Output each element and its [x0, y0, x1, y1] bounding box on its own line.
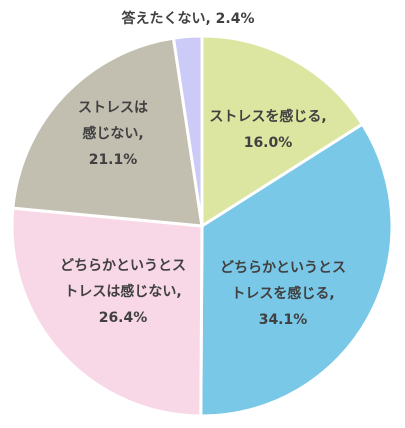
pie-slices — [10, 34, 394, 418]
slice-label-line: ストレスは — [78, 100, 148, 116]
slice-label-line: 26.4% — [99, 310, 148, 326]
slice-label: ストレスは感じない, 21.1% — [78, 100, 148, 168]
pie-slice — [199, 122, 394, 418]
slice-label-line: ストレスを感じる, — [209, 108, 326, 125]
slice-label: ストレスを感じる, 16.0% — [209, 108, 326, 151]
slice-label-line: 16.0% — [244, 135, 293, 151]
pie-slice — [10, 206, 204, 418]
slice-label-line: どちらかというとス — [60, 258, 186, 274]
slice-label-line: 答えたくない, 2.4% — [121, 10, 254, 27]
slice-label-line: トレスを感じる, — [231, 285, 334, 302]
slice-label-line: 感じない, — [82, 125, 143, 142]
slice-label-line: トレスは感じない, — [64, 283, 181, 300]
slice-label: どちらかというとストレスは感じない, 26.4% — [60, 258, 186, 326]
slice-label: どちらかというとストレスを感じる, 34.1% — [220, 260, 346, 328]
pie-labels: ストレスを感じる, 16.0%どちらかというとストレスを感じる, 34.1%どちらか… — [60, 10, 346, 328]
pie-slice — [171, 34, 204, 227]
pie-slice — [11, 36, 204, 228]
pie-slice — [200, 34, 365, 229]
slice-label-line: どちらかというとス — [220, 260, 346, 276]
slice-label: 答えたくない, 2.4% — [121, 10, 254, 27]
slice-label-line: 21.1% — [89, 152, 138, 168]
slice-label-line: 34.1% — [259, 312, 308, 328]
